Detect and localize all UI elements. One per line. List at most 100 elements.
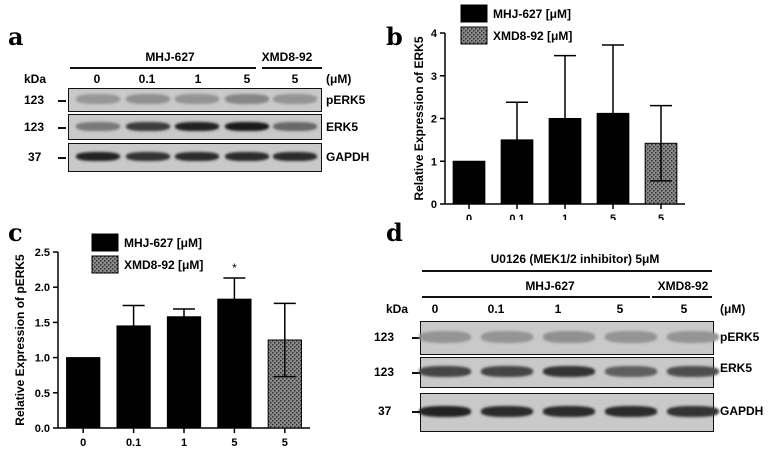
protein-label: ERK5 xyxy=(720,361,753,375)
protein-label: pERK5 xyxy=(720,330,760,344)
blot-band xyxy=(667,406,719,417)
group-underline-xmd892 xyxy=(262,67,322,69)
bar xyxy=(596,112,630,205)
blot-strip-erk5 xyxy=(419,357,719,388)
blot-band xyxy=(605,406,657,417)
blot-band xyxy=(126,94,170,104)
blot-band xyxy=(273,152,317,161)
x-tick-label: 1 xyxy=(181,437,187,449)
x-tick-label: 0 xyxy=(80,437,86,449)
y-tick-label: 2.5 xyxy=(35,247,50,259)
y-tick-label: 2.0 xyxy=(35,282,50,294)
blot-band xyxy=(273,121,317,131)
legend-label: XMD8-92 [μM] xyxy=(493,29,572,43)
protein-label: GAPDH xyxy=(326,150,370,164)
bar xyxy=(548,118,582,205)
bar-chart-c: 0.0 0.5 1.0 1.5 2.0 2.5 Relative Expression of… xyxy=(13,233,310,449)
legend-label: XMD8-92 [μM] xyxy=(124,258,203,272)
dose-label: 1 xyxy=(194,72,202,86)
dose-label: 0 xyxy=(93,72,101,86)
x-tick-label: 1 xyxy=(562,213,568,220)
blot-strip-perk5 xyxy=(419,321,719,355)
y-tick-label: 2 xyxy=(431,114,437,126)
y-tick-label: 0.0 xyxy=(35,423,50,435)
dose-label: 1 xyxy=(554,302,562,316)
blot-band xyxy=(225,121,269,131)
y-axis-label: Relative Expression of pERK5 xyxy=(13,254,27,426)
x-tick-label: 0.1 xyxy=(126,437,141,449)
blot-band xyxy=(175,152,219,161)
x-tick-label: 5 xyxy=(658,213,664,220)
treatment-underline xyxy=(422,270,712,272)
blot-band xyxy=(667,366,719,377)
y-tick-label: 0.5 xyxy=(35,388,50,400)
western-blot-d: U0126 (MEK1/2 inhibitor) 5μM MHJ-627 XMD… xyxy=(374,220,780,452)
blot-band xyxy=(543,331,595,343)
bar xyxy=(452,160,486,205)
unit-label: (μM) xyxy=(720,302,746,316)
bar xyxy=(500,139,534,205)
x-tick-label: 0.1 xyxy=(509,213,524,220)
x-tick-label: 5 xyxy=(231,437,237,449)
kda-value: 123 xyxy=(374,365,395,379)
western-blot-a: MHJ-627 XMD8-92 kDa 0 0.1 1 5 5 (μM) 123… xyxy=(0,0,380,200)
panel-label-c: c xyxy=(8,218,23,247)
panel-label-a: a xyxy=(8,22,24,51)
blot-band xyxy=(225,94,269,104)
group-label-xmd892: XMD8-92 xyxy=(261,50,313,64)
group-underline-mhj627 xyxy=(70,67,256,69)
blot-band xyxy=(419,366,471,377)
x-tick-label: 0 xyxy=(466,213,472,220)
dose-label: 5 xyxy=(291,72,299,86)
blot-band xyxy=(419,406,471,417)
blot-band xyxy=(481,331,533,343)
group-label-mhj627: MHJ-627 xyxy=(525,279,575,293)
dose-label: 5 xyxy=(616,302,624,316)
legend-label: MHJ-627 [μM] xyxy=(493,7,571,21)
blot-band xyxy=(76,94,120,104)
protein-label: GAPDH xyxy=(720,404,764,418)
marker-tick xyxy=(58,127,66,129)
protein-label: ERK5 xyxy=(326,120,359,134)
marker-tick xyxy=(412,411,420,413)
blot-band xyxy=(126,152,170,161)
marker-tick xyxy=(58,100,66,102)
group-underline-mhj627 xyxy=(422,296,650,298)
dose-label: 5 xyxy=(680,302,688,316)
kda-value: 123 xyxy=(24,120,45,134)
bar-chart-b: 0 1 2 3 4 Relative Expression of ERK5 0 0.1 1 5 5 M… xyxy=(412,4,685,220)
blot-band xyxy=(419,331,471,343)
blot-band xyxy=(175,94,219,104)
kda-value: 37 xyxy=(28,150,42,164)
blot-strip-gapdh xyxy=(68,143,322,172)
panel-label-b: b xyxy=(386,22,403,51)
marker-tick xyxy=(412,372,420,374)
y-tick-label: 3 xyxy=(431,71,437,83)
legend-swatch xyxy=(460,26,488,45)
bar xyxy=(217,298,252,429)
group-label-mhj627: MHJ-627 xyxy=(145,50,195,64)
blot-strip-gapdh xyxy=(419,393,719,432)
kda-label: kDa xyxy=(386,302,409,316)
y-tick-label: 1.0 xyxy=(35,353,50,365)
kda-value: 37 xyxy=(378,404,392,418)
blot-band xyxy=(481,366,533,377)
bar xyxy=(116,325,151,429)
blot-band xyxy=(175,121,219,131)
group-label-xmd892: XMD8-92 xyxy=(657,279,709,293)
blot-band xyxy=(543,406,595,417)
marker-tick xyxy=(58,157,66,159)
kda-value: 123 xyxy=(374,330,395,344)
blot-band xyxy=(481,406,533,417)
legend-swatch xyxy=(460,4,488,23)
bar xyxy=(166,316,202,429)
dose-label: 0.1 xyxy=(487,302,505,316)
legend-swatch xyxy=(91,255,119,274)
blot-band xyxy=(667,331,719,343)
bar xyxy=(66,357,101,429)
legend-label: MHJ-627 [μM] xyxy=(124,236,202,250)
treatment-label: U0126 (MEK1/2 inhibitor) 5μM xyxy=(490,252,660,266)
kda-value: 123 xyxy=(24,93,45,107)
blot-band xyxy=(126,121,170,131)
kda-label: kDa xyxy=(24,72,47,86)
